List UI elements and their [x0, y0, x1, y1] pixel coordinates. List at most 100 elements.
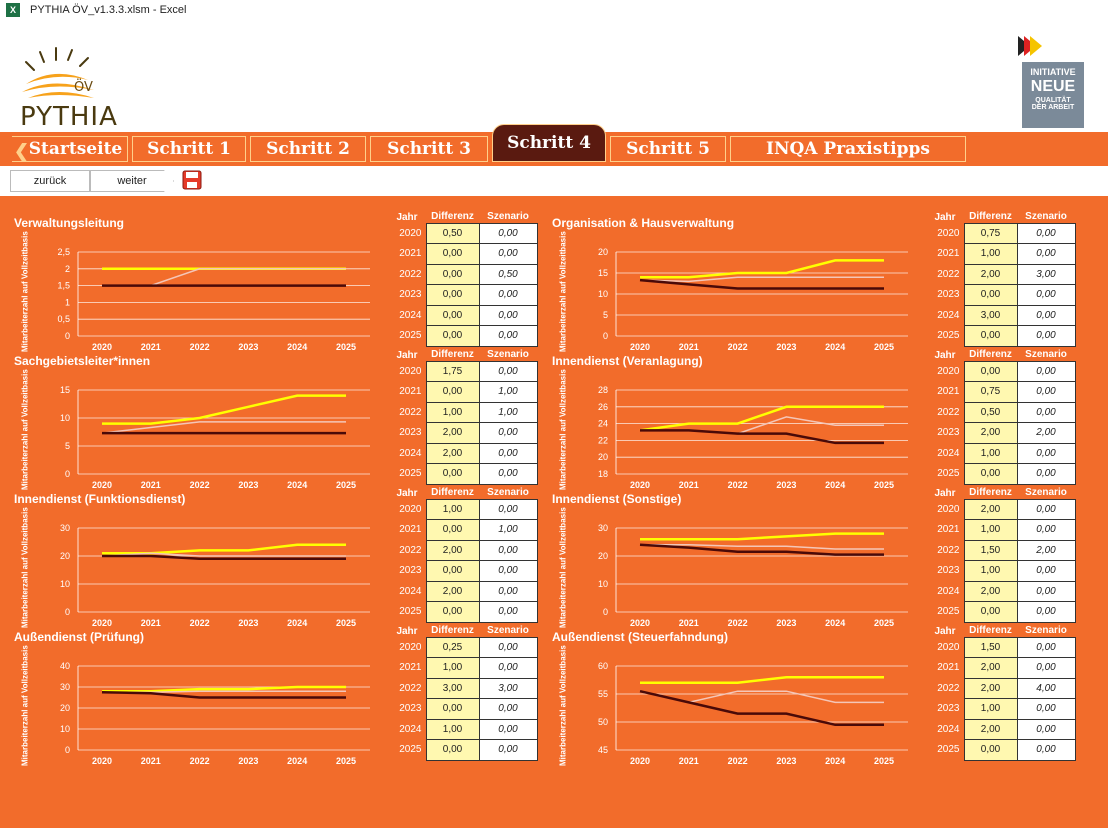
differenz-cell[interactable]: 0,50	[963, 401, 1018, 423]
differenz-cell[interactable]: 1,00	[425, 657, 480, 679]
differenz-cell[interactable]: 0,00	[963, 601, 1018, 623]
szenario-cell[interactable]: 0,00	[1016, 243, 1076, 265]
szenario-cell[interactable]: 0,00	[1016, 739, 1076, 761]
differenz-cell[interactable]: 2,00	[963, 718, 1018, 740]
differenz-cell[interactable]: 2,00	[963, 657, 1018, 679]
differenz-cell[interactable]: 0,00	[425, 519, 480, 541]
szenario-cell[interactable]: 0,00	[1016, 222, 1076, 244]
differenz-cell[interactable]: 0,00	[425, 463, 480, 485]
szenario-cell[interactable]: 0,00	[1016, 657, 1076, 679]
szenario-cell[interactable]: 0,00	[478, 442, 538, 464]
szenario-cell[interactable]: 0,00	[1016, 325, 1076, 347]
differenz-cell[interactable]: 1,00	[963, 519, 1018, 541]
differenz-cell[interactable]: 0,25	[425, 636, 480, 658]
differenz-cell[interactable]: 0,00	[425, 739, 480, 761]
szenario-cell[interactable]: 0,00	[478, 539, 538, 561]
differenz-cell[interactable]: 1,00	[425, 401, 480, 423]
differenz-cell[interactable]: 0,00	[425, 243, 480, 265]
differenz-cell[interactable]: 2,00	[425, 580, 480, 602]
differenz-cell[interactable]: 2,00	[963, 498, 1018, 520]
szenario-cell[interactable]: 0,00	[1016, 580, 1076, 602]
differenz-cell[interactable]: 0,75	[963, 222, 1018, 244]
szenario-cell[interactable]: 0,00	[1016, 519, 1076, 541]
szenario-cell[interactable]: 0,00	[1016, 442, 1076, 464]
szenario-cell[interactable]: 0,00	[478, 304, 538, 326]
differenz-cell[interactable]: 0,00	[425, 381, 480, 403]
tab-schritt-5[interactable]: Schritt 5	[610, 136, 726, 162]
differenz-cell[interactable]: 0,00	[963, 463, 1018, 485]
differenz-cell[interactable]: 0,00	[963, 739, 1018, 761]
szenario-cell[interactable]: 0,00	[1016, 381, 1076, 403]
szenario-cell[interactable]: 1,00	[478, 381, 538, 403]
differenz-cell[interactable]: 1,00	[425, 718, 480, 740]
tab-schritt-1[interactable]: Schritt 1	[132, 136, 246, 162]
differenz-cell[interactable]: 0,00	[425, 304, 480, 326]
szenario-cell[interactable]: 3,00	[478, 677, 538, 699]
szenario-cell[interactable]: 0,00	[1016, 698, 1076, 720]
differenz-cell[interactable]: 2,00	[963, 263, 1018, 285]
szenario-cell[interactable]: 0,00	[1016, 463, 1076, 485]
next-button[interactable]: weiter	[90, 170, 174, 192]
szenario-cell[interactable]: 0,00	[1016, 304, 1076, 326]
szenario-cell[interactable]: 0,00	[478, 498, 538, 520]
szenario-cell[interactable]: 0,00	[478, 243, 538, 265]
differenz-cell[interactable]: 2,00	[425, 442, 480, 464]
szenario-cell[interactable]: 0,00	[478, 560, 538, 582]
szenario-cell[interactable]: 1,00	[478, 519, 538, 541]
szenario-cell[interactable]: 0,00	[1016, 284, 1076, 306]
differenz-cell[interactable]: 0,00	[425, 284, 480, 306]
szenario-cell[interactable]: 0,00	[478, 718, 538, 740]
differenz-cell[interactable]: 0,50	[425, 222, 480, 244]
szenario-cell[interactable]: 0,00	[1016, 718, 1076, 740]
differenz-cell[interactable]: 0,00	[425, 325, 480, 347]
szenario-cell[interactable]: 0,00	[1016, 636, 1076, 658]
differenz-cell[interactable]: 1,00	[963, 442, 1018, 464]
save-icon[interactable]	[182, 170, 202, 190]
szenario-cell[interactable]: 0,00	[1016, 360, 1076, 382]
differenz-cell[interactable]: 0,75	[963, 381, 1018, 403]
differenz-cell[interactable]: 0,00	[963, 284, 1018, 306]
differenz-cell[interactable]: 3,00	[963, 304, 1018, 326]
differenz-cell[interactable]: 1,00	[963, 698, 1018, 720]
szenario-cell[interactable]: 0,00	[478, 601, 538, 623]
szenario-cell[interactable]: 0,00	[478, 463, 538, 485]
szenario-cell[interactable]: 3,00	[1016, 263, 1076, 285]
tab-startseite[interactable]: ❮ Startseite	[12, 136, 128, 162]
differenz-cell[interactable]: 0,00	[425, 601, 480, 623]
szenario-cell[interactable]: 2,00	[1016, 422, 1076, 444]
szenario-cell[interactable]: 4,00	[1016, 677, 1076, 699]
differenz-cell[interactable]: 0,00	[963, 360, 1018, 382]
differenz-cell[interactable]: 3,00	[425, 677, 480, 699]
differenz-cell[interactable]: 2,00	[963, 677, 1018, 699]
differenz-cell[interactable]: 0,00	[425, 263, 480, 285]
szenario-cell[interactable]: 0,00	[478, 636, 538, 658]
differenz-cell[interactable]: 0,00	[425, 698, 480, 720]
szenario-cell[interactable]: 2,00	[1016, 539, 1076, 561]
differenz-cell[interactable]: 1,75	[425, 360, 480, 382]
differenz-cell[interactable]: 1,50	[963, 636, 1018, 658]
szenario-cell[interactable]: 0,00	[478, 657, 538, 679]
szenario-cell[interactable]: 0,00	[478, 422, 538, 444]
differenz-cell[interactable]: 2,00	[963, 580, 1018, 602]
szenario-cell[interactable]: 0,00	[478, 222, 538, 244]
tab-schritt-3[interactable]: Schritt 3	[370, 136, 488, 162]
szenario-cell[interactable]: 0,00	[478, 284, 538, 306]
tab-inqa-praxistipps[interactable]: INQA Praxistipps	[730, 136, 966, 162]
szenario-cell[interactable]: 0,00	[1016, 601, 1076, 623]
szenario-cell[interactable]: 0,00	[478, 739, 538, 761]
szenario-cell[interactable]: 0,00	[478, 698, 538, 720]
differenz-cell[interactable]: 2,00	[963, 422, 1018, 444]
differenz-cell[interactable]: 1,00	[425, 498, 480, 520]
szenario-cell[interactable]: 0,00	[478, 580, 538, 602]
tab-schritt-2[interactable]: Schritt 2	[250, 136, 366, 162]
szenario-cell[interactable]: 0,00	[1016, 560, 1076, 582]
szenario-cell[interactable]: 0,00	[1016, 498, 1076, 520]
differenz-cell[interactable]: 1,00	[963, 243, 1018, 265]
back-button[interactable]: zurück	[10, 170, 90, 192]
differenz-cell[interactable]: 1,50	[963, 539, 1018, 561]
differenz-cell[interactable]: 2,00	[425, 422, 480, 444]
differenz-cell[interactable]: 1,00	[963, 560, 1018, 582]
differenz-cell[interactable]: 2,00	[425, 539, 480, 561]
szenario-cell[interactable]: 0,50	[478, 263, 538, 285]
differenz-cell[interactable]: 0,00	[425, 560, 480, 582]
